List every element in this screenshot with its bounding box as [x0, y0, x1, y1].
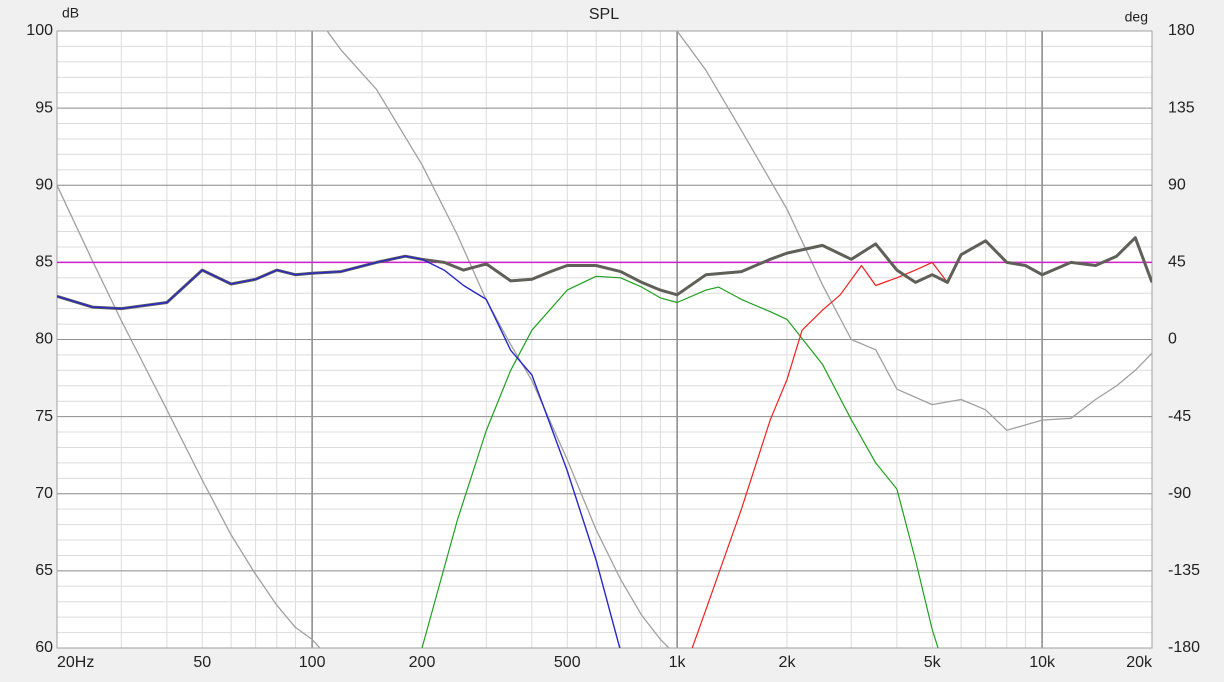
series-group	[57, 31, 1152, 648]
y-tick-label: 100	[26, 22, 53, 39]
y2-tick-label: 135	[1168, 99, 1195, 116]
x-tick-label: 100	[299, 654, 326, 671]
y2-tick-label: 90	[1168, 176, 1186, 193]
y2-tick-label: -45	[1168, 408, 1191, 425]
y2-tick-label: 0	[1168, 331, 1177, 348]
chart-title: SPL	[589, 6, 619, 23]
plot-border	[56, 30, 1153, 649]
y-tick-label: 70	[35, 485, 53, 502]
x-tick-label: 50	[193, 654, 211, 671]
y-tick-label: 95	[35, 99, 53, 116]
x-tick-label: 2k	[779, 654, 797, 671]
y-tick-label: 90	[35, 176, 53, 193]
y-tick-label: 80	[35, 331, 53, 348]
y-axis-label: dB	[62, 5, 79, 21]
y2-tick-label: 180	[1168, 22, 1195, 39]
x-tick-label: 20k	[1126, 654, 1153, 671]
x-tick-label: 1k	[669, 654, 687, 671]
y-tick-label: 75	[35, 408, 53, 425]
y-tick-label: 65	[35, 562, 53, 579]
y-tick-label: 85	[35, 254, 53, 271]
series-line	[421, 275, 939, 648]
x-tick-label: 10k	[1029, 654, 1056, 671]
y-tick-label: 60	[35, 639, 53, 656]
series-line	[57, 255, 621, 648]
y2-axis-label: deg	[1125, 9, 1148, 25]
y2-tick-label: -90	[1168, 485, 1191, 502]
x-tick-label: 20Hz	[57, 654, 94, 671]
x-tick-label: 500	[554, 654, 581, 671]
x-tick-label: 200	[409, 654, 436, 671]
y2-tick-label: -135	[1168, 562, 1200, 579]
x-tick-label: 5k	[924, 654, 942, 671]
y2-tick-label: -180	[1168, 639, 1200, 656]
y2-tick-label: 45	[1168, 254, 1186, 271]
